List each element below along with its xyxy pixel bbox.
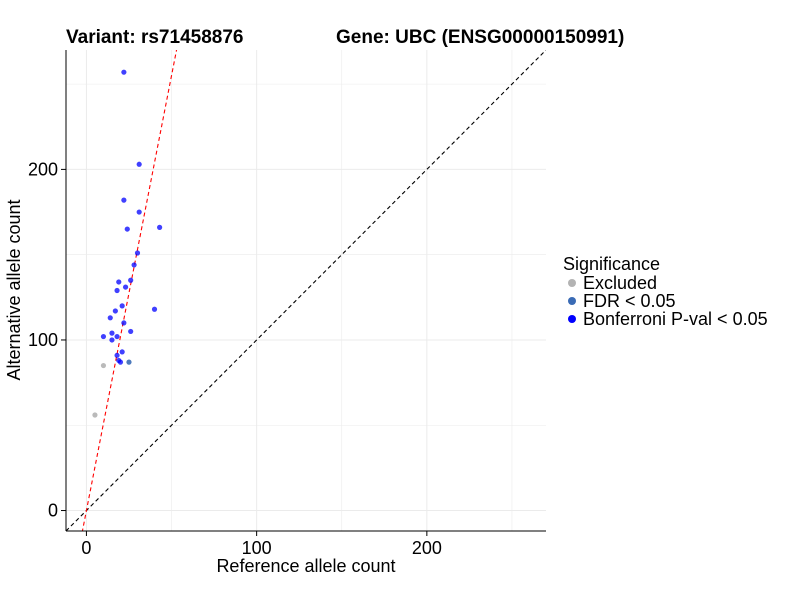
data-point	[112, 308, 118, 314]
x-axis-label: Reference allele count	[216, 556, 395, 576]
data-point	[121, 69, 127, 75]
data-point	[100, 333, 107, 340]
data-point	[121, 197, 127, 203]
data-point	[109, 337, 115, 343]
y-axis-label: Alternative allele count	[4, 199, 24, 380]
data-point	[114, 287, 120, 294]
chart-title-gene: Gene: UBC (ENSG00000150991)	[336, 27, 624, 48]
data-point	[136, 161, 142, 167]
grid-lines	[66, 50, 546, 531]
data-point	[119, 303, 125, 309]
data-point	[124, 226, 130, 232]
data-point	[151, 306, 158, 312]
data-point	[128, 277, 134, 283]
data-point	[128, 328, 134, 335]
data-point	[131, 262, 137, 268]
y-tick-label: 0	[48, 501, 58, 521]
data-point	[121, 320, 127, 326]
x-tick-label: 100	[242, 538, 272, 558]
data-point	[122, 284, 129, 290]
y-tick-label: 100	[28, 330, 58, 350]
chart-title-variant: Variant: rs71458876	[66, 27, 243, 48]
data-point	[136, 209, 142, 215]
x-tick-label: 0	[81, 538, 91, 558]
y-tick-label: 200	[28, 159, 58, 179]
legend-label-bonferroni: Bonferroni P-val < 0.05	[583, 309, 768, 329]
data-point	[107, 315, 113, 321]
data-point	[157, 224, 163, 230]
data-point	[117, 359, 124, 365]
data-points	[92, 69, 163, 418]
data-point	[92, 412, 98, 418]
data-point	[109, 330, 115, 336]
data-point	[114, 352, 120, 358]
fit-line	[81, 50, 178, 531]
data-point	[119, 349, 125, 355]
x-axis-ticks: 0 100 200	[81, 531, 442, 558]
data-point	[114, 333, 120, 340]
identity-line	[66, 50, 546, 531]
legend-key-fdr	[568, 297, 576, 305]
reference-lines	[66, 50, 546, 531]
legend-label-excluded: Excluded	[583, 273, 657, 293]
legend-key-bonferroni	[568, 315, 576, 323]
legend-title: Significance	[563, 254, 660, 274]
data-point	[126, 359, 132, 365]
y-axis-ticks: 0 100 200	[28, 159, 66, 521]
data-point	[116, 279, 122, 285]
legend-key-excluded	[568, 279, 576, 287]
legend-label-fdr: FDR < 0.05	[583, 291, 676, 311]
x-tick-label: 200	[412, 538, 442, 558]
data-point	[134, 250, 141, 256]
data-point	[100, 362, 107, 369]
